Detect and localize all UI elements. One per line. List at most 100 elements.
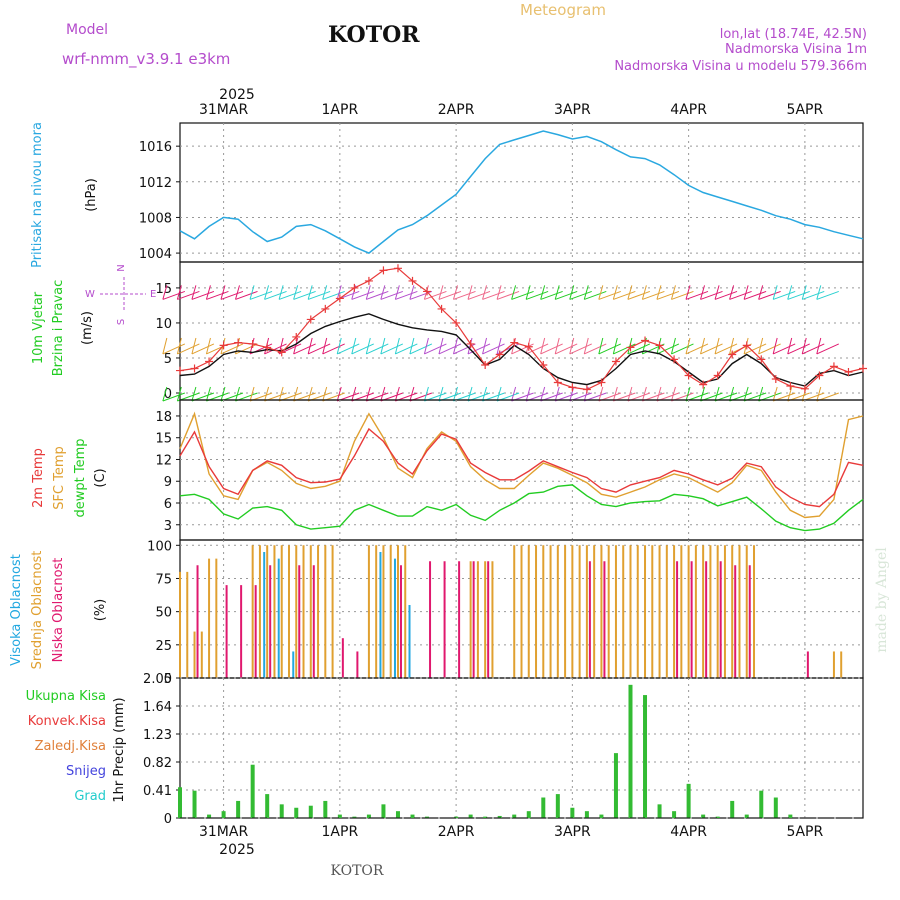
ytick-label-2: 15: [155, 432, 172, 447]
wind-barb: [787, 343, 810, 355]
precip-bar: [613, 753, 618, 818]
precip-bar: [643, 695, 648, 818]
precip-bar: [279, 804, 284, 818]
wind-barb: [264, 343, 287, 355]
wind-barb: [685, 343, 709, 355]
wind-barb-flag: [162, 285, 168, 300]
wind-barb-flag: [554, 285, 560, 300]
wind-barb-flag: [205, 386, 211, 402]
wind-barb-flag: [351, 386, 357, 402]
gust-marker: [829, 362, 838, 371]
gust-marker: [263, 343, 272, 352]
wind-barb-flag: [670, 285, 676, 300]
precip-bar: [730, 800, 735, 818]
top-tick-label: 1APR: [322, 102, 359, 118]
wind-barb: [467, 343, 491, 355]
gust-marker: [728, 350, 737, 359]
wind-barb: [671, 290, 694, 300]
top-tick-label: 31MAR: [199, 102, 248, 118]
gust-marker: [277, 348, 286, 357]
dewpoint-line: [179, 484, 864, 532]
gust-marker: [321, 304, 330, 313]
wind-barb: [438, 343, 462, 355]
precip-bar: [788, 814, 793, 818]
top-tick-label: 4APR: [670, 102, 707, 118]
precip-bar: [294, 807, 299, 818]
wind-barb-flag: [438, 285, 444, 300]
wind-barb: [584, 343, 607, 355]
wind-barb-flag: [656, 285, 662, 300]
ytick-label-2: 9: [164, 475, 172, 490]
ytick-label-4: 1.23: [143, 728, 172, 743]
compass-e: E: [150, 289, 156, 300]
wind-title-2: Brzina i Pravac: [51, 280, 66, 377]
wind-barb-flag: [816, 337, 822, 355]
gust-marker: [713, 371, 722, 380]
wind-barb: [714, 343, 738, 355]
temp-unit: (C): [93, 468, 108, 487]
wind-barb: [802, 290, 825, 300]
precip-bar: [366, 814, 371, 818]
ytick-label-3: 75: [155, 572, 172, 587]
wind-barb-flag: [641, 386, 647, 402]
wind-barb: [467, 290, 491, 300]
gust-marker: [379, 266, 388, 275]
gust-marker: [205, 357, 214, 366]
gust-marker: [234, 338, 243, 347]
gust-marker: [786, 381, 795, 390]
precip-bar: [192, 790, 197, 818]
precip-bar: [221, 811, 226, 818]
wind-barb-flag: [278, 386, 284, 402]
wind-barb-flag: [191, 285, 197, 300]
wind-barb: [656, 290, 680, 300]
gust-marker: [641, 336, 650, 345]
precip-bar: [628, 684, 633, 818]
ytick-label-4: 0.41: [143, 784, 172, 799]
wind-barb-flag: [729, 337, 735, 355]
wind-barb: [380, 343, 404, 355]
wind-barb-flag: [787, 285, 793, 300]
wind-gust-line: [179, 267, 864, 391]
wind-barb-flag: [670, 337, 676, 355]
wind-barb-flag: [307, 386, 313, 402]
model-name: wrf-nmm_v3.9.1 e3km: [62, 50, 230, 69]
bottom-time-axis: 31MAR 1APR 2APR 3APR 4APR 5APR: [199, 824, 823, 840]
wind-barb: [453, 290, 476, 300]
wind-barb-flag: [482, 337, 488, 355]
wind-barb-flag: [249, 285, 255, 300]
bottom-tick-label: 2APR: [438, 824, 475, 840]
wind-barb: [700, 343, 723, 355]
wind-barb: [409, 343, 433, 355]
wind-barb-flag: [758, 337, 764, 355]
gust-marker: [524, 342, 533, 351]
wind-barb-flag: [612, 285, 618, 300]
top-time-axis: 31MAR 1APR 2APR 3APR 4APR 5APR: [199, 102, 823, 118]
wind-barb: [773, 290, 796, 300]
compass-s: S: [116, 319, 127, 325]
location-title: KOTOR: [328, 22, 420, 48]
temp-label-dew: dewpt Temp: [73, 438, 88, 517]
wind-barb-flag: [249, 386, 255, 402]
wind-barb-flag: [627, 386, 633, 402]
gust-marker: [408, 276, 417, 285]
wind-barb: [337, 343, 360, 355]
wind-barb: [598, 290, 621, 300]
precip-legend-item: Snijeg: [66, 764, 106, 779]
wind-barb: [177, 343, 200, 355]
wind-barb: [380, 290, 403, 300]
wind-barb: [424, 290, 447, 300]
precip-legend-item: Ukupna Kisa: [26, 689, 106, 704]
wind-barb-flag: [264, 285, 270, 300]
cloud-label-high: Visoka Oblacnost: [9, 554, 24, 666]
wind-barb: [322, 343, 345, 355]
wind-barb-flag: [583, 337, 589, 355]
panels: 1004 1008 1012 1016 0 5 10 15 3 6 9 12 15 18 0 25 50 75 10…: [139, 122, 867, 827]
gust-marker: [510, 338, 519, 347]
gust-marker: [844, 367, 853, 376]
gust-marker: [248, 339, 257, 348]
precip-bar: [410, 814, 415, 818]
gust-marker: [219, 341, 228, 350]
wind-barb: [743, 343, 767, 355]
ytick-label-0: 1004: [139, 247, 172, 262]
